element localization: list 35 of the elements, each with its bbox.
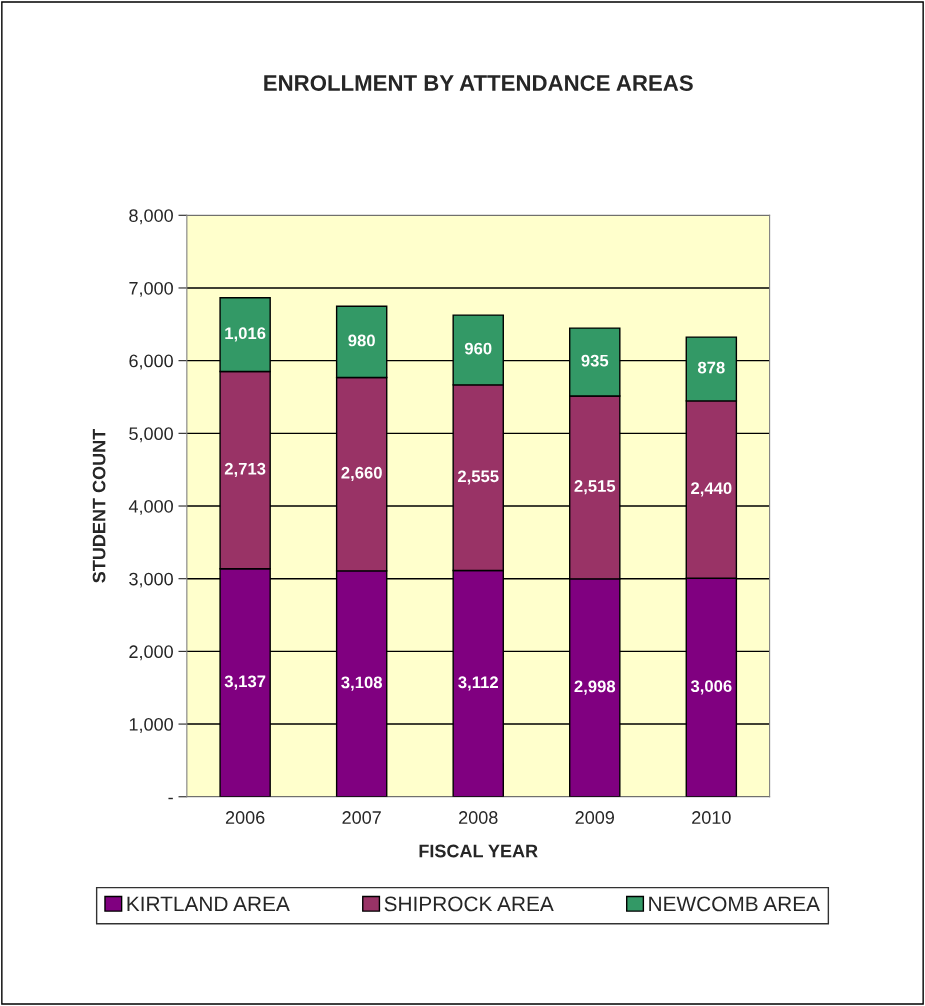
y-tick-label: 7,000: [129, 281, 173, 297]
data-label: 960: [464, 342, 492, 355]
x-tick-label: 2006: [225, 811, 265, 824]
data-label: 2,660: [341, 466, 382, 482]
x-axis-title: FISCAL YEAR: [419, 844, 538, 858]
legend-label: SHIPROCK AREA: [384, 896, 554, 912]
legend-label: KIRTLAND AREA: [127, 896, 290, 912]
data-label: 3,137: [224, 675, 266, 690]
data-label: 3,108: [341, 676, 383, 691]
y-tick-label: 8,000: [129, 209, 173, 225]
x-tick-label: 2009: [575, 811, 614, 824]
data-label: 1,016: [225, 327, 266, 342]
data-label: 3,006: [690, 680, 732, 695]
x-tick-label: 2007: [342, 811, 381, 824]
data-label: 2,713: [224, 462, 266, 478]
x-tick-label: 2010: [692, 811, 731, 824]
y-tick-label: 2,000: [129, 645, 173, 661]
data-label: 3,112: [458, 676, 498, 691]
chart-title: ENROLLMENT BY ATTENDANCE AREAS: [264, 75, 693, 91]
data-label: 878: [697, 361, 725, 374]
x-tick-label: 2008: [459, 811, 498, 824]
legend-label: NEWCOMB AREA: [649, 896, 820, 912]
data-label: 2,515: [574, 480, 616, 495]
data-label: 2,440: [691, 482, 732, 497]
y-axis-title: STUDENT COUNT: [92, 428, 106, 583]
data-label: 935: [581, 354, 609, 367]
data-label: 2,998: [574, 680, 616, 695]
y-tick-label: 6,000: [129, 354, 173, 370]
y-tick-label: 5,000: [129, 427, 173, 443]
data-label: 2,555: [457, 470, 499, 485]
y-tick-label: -: [168, 797, 173, 800]
data-label: 980: [348, 334, 375, 347]
y-tick-label: 1,000: [129, 718, 173, 733]
y-tick-label: 4,000: [128, 499, 173, 515]
y-tick-label: 3,000: [129, 572, 173, 588]
